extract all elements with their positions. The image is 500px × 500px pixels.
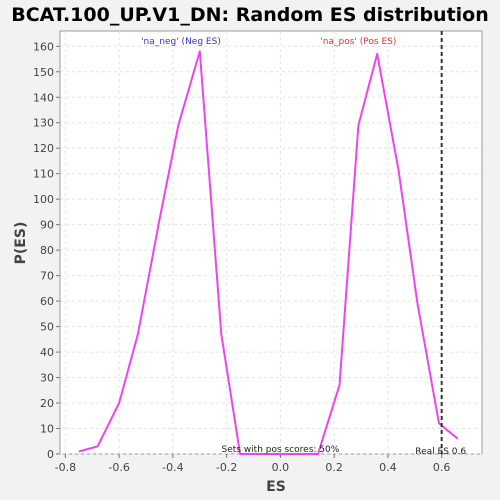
y-tick-label: 60 [40,295,54,308]
y-tick-label: 120 [33,142,54,155]
y-tick-label: 30 [40,372,54,385]
pos-es-label: 'na_pos' (Pos ES) [320,37,396,47]
y-tick-label: 40 [40,346,54,359]
x-axis-label: ES [266,479,286,495]
y-tick-label: 160 [33,40,54,53]
y-tick-label: 0 [47,448,54,461]
real-es-label: Real ES 0.6 [415,447,466,457]
y-tick-label: 10 [40,423,54,436]
y-axis-ticks: 0 10 20 30 40 50 60 70 80 90 100 110 120 130 140 150 160 [33,40,60,461]
y-tick-label: 140 [33,91,54,104]
x-tick-label: -0.4 [162,461,183,474]
series-lines [78,50,459,455]
x-tick-label: 0.6 [433,461,451,474]
x-tick-label: 0.4 [379,461,397,474]
x-tick-label: 0.2 [325,461,343,474]
y-tick-label: 50 [40,321,54,334]
y-tick-label: 80 [40,244,54,257]
x-axis-ticks: -0.8 -0.6 -0.4 -0.2 0.0 0.2 0.4 0.6 [55,454,451,474]
y-axis-label: P(ES) [13,222,29,265]
plot-area [59,30,483,455]
x-tick-label: -0.8 [55,461,76,474]
y-tick-label: 150 [33,66,54,79]
annotations: 'na_neg' (Neg ES) 'na_pos' (Pos ES) Sets… [141,31,466,457]
y-tick-label: 110 [33,168,54,181]
y-tick-label: 130 [33,117,54,130]
y-tick-label: 100 [33,193,54,206]
neg-es-label: 'na_neg' (Neg ES) [141,37,221,47]
y-tick-label: 70 [40,270,54,283]
es-distribution-line [78,50,459,455]
x-tick-label: -0.6 [108,461,129,474]
x-tick-label: 0.0 [272,461,290,474]
chart-title: BCAT.100_UP.V1_DN: Random ES distributio… [11,4,489,26]
x-tick-label: -0.2 [216,461,237,474]
sets-pos-scores-label: Sets with pos scores: 50% [221,445,339,455]
y-tick-label: 90 [40,219,54,232]
y-tick-label: 20 [40,397,54,410]
